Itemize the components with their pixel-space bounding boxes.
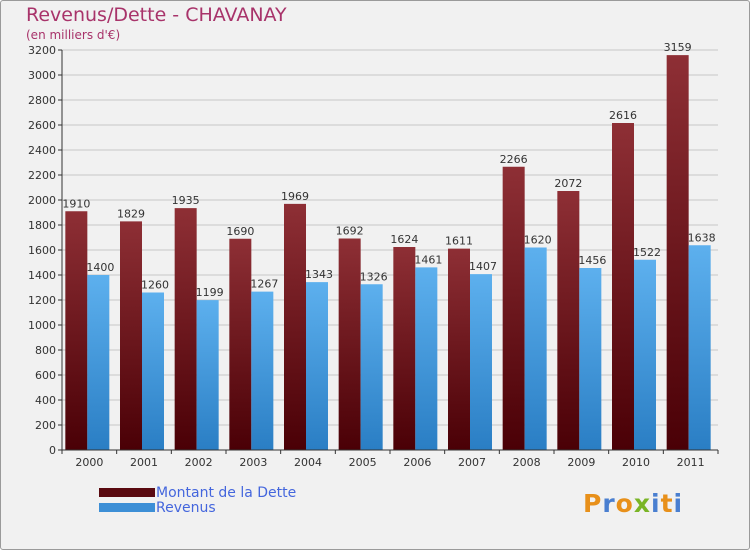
y-tick-label: 1200: [28, 294, 56, 307]
y-tick-label: 600: [35, 369, 56, 382]
data-label-revenue: 1326: [360, 270, 388, 283]
bar-revenue: [142, 292, 164, 450]
y-axis-ticks: 0 200 400 600 800 1000 1200 1400 1600 1800 2000 220…: [28, 44, 62, 457]
bar-debt: [557, 191, 580, 450]
data-label-debt: 1692: [336, 225, 364, 238]
y-tick-label: 2200: [28, 169, 56, 182]
y-tick-label: 1800: [28, 219, 56, 232]
data-label-revenue: 1199: [196, 286, 224, 299]
bar-debt: [612, 123, 634, 450]
data-label-debt: 2072: [554, 177, 582, 190]
data-label-debt: 1611: [445, 235, 473, 248]
bars: [65, 55, 711, 450]
legend-label-debt: Montant de la Dette: [156, 485, 297, 501]
bar-debt: [448, 248, 470, 450]
data-label-revenue: 1267: [250, 278, 278, 291]
y-tick-label: 3000: [28, 69, 56, 82]
bar-revenue: [306, 282, 328, 450]
bar-debt: [666, 55, 689, 450]
data-label-debt: 2266: [500, 153, 528, 166]
bar-revenue: [415, 267, 438, 450]
bar-debt: [174, 208, 197, 450]
data-label-debt: 1969: [281, 190, 309, 203]
bar-revenue: [634, 259, 656, 450]
data-label-revenue: 1343: [305, 268, 333, 281]
logo-letter: o: [615, 489, 634, 518]
x-axis-ticks: 2000 2001 2002 2003 2004 2005 2006 2007 2008 2009…: [61, 450, 719, 469]
bar-revenue: [196, 300, 219, 450]
data-label-revenue: 1260: [141, 279, 169, 292]
x-tick-label: 2005: [349, 456, 377, 469]
y-tick-label: 800: [35, 344, 56, 357]
y-tick-label: 1000: [28, 319, 56, 332]
bar-debt: [338, 238, 361, 450]
bar-debt: [120, 221, 142, 450]
y-tick-label: 400: [35, 394, 56, 407]
y-tick-label: 2600: [28, 119, 56, 132]
legend-label-revenue: Revenus: [156, 500, 216, 516]
x-tick-label: 2009: [567, 456, 595, 469]
logo-letter: t: [660, 489, 674, 518]
data-label-revenue: 1456: [578, 254, 606, 267]
x-tick-label: 2002: [185, 456, 213, 469]
bar-revenue: [470, 274, 492, 450]
grid-lines: [62, 49, 718, 426]
x-tick-label: 2007: [458, 456, 486, 469]
data-label-debt: 1910: [62, 197, 90, 210]
x-tick-label: 2004: [294, 456, 322, 469]
legend-swatch-debt: [99, 488, 155, 497]
bar-revenue: [251, 291, 274, 450]
x-tick-label: 2006: [403, 456, 431, 469]
data-label-revenue: 1407: [469, 260, 497, 273]
y-tick-label: 2800: [28, 94, 56, 107]
x-tick-label: 2000: [75, 456, 103, 469]
data-label-revenue: 1461: [414, 253, 442, 266]
bar-revenue: [524, 247, 547, 450]
y-tick-label: 200: [35, 419, 56, 432]
x-tick-label: 2010: [622, 456, 650, 469]
data-labels: 1910 1400 1829 1260 1935 1199 1690 1267 1969 1343…: [62, 41, 715, 299]
bar-revenue: [688, 245, 711, 450]
data-label-debt: 1624: [390, 233, 418, 246]
bar-debt: [229, 238, 252, 450]
data-label-debt: 1935: [172, 194, 200, 207]
proxiti-logo: Proxiti: [583, 489, 683, 518]
bar-revenue: [87, 275, 110, 450]
data-label-revenue: 1522: [633, 246, 661, 259]
y-tick-label: 2000: [28, 194, 56, 207]
bar-revenue: [360, 284, 383, 450]
bar-debt: [65, 211, 88, 450]
data-label-debt: 2616: [609, 109, 637, 122]
logo-letter: x: [633, 489, 651, 518]
x-tick-label: 2001: [130, 456, 158, 469]
legend-swatch-revenue: [99, 503, 155, 512]
y-tick-label: 1400: [28, 269, 56, 282]
bar-debt: [284, 203, 306, 450]
bar-debt: [393, 247, 416, 450]
y-tick-label: 2400: [28, 144, 56, 157]
chart-subtitle: (en milliers d'€): [26, 28, 121, 42]
logo-letter: i: [673, 489, 684, 518]
logo-letter: i: [651, 489, 661, 518]
x-tick-label: 2008: [513, 456, 541, 469]
data-label-debt: 1690: [226, 225, 254, 238]
y-tick-label: 3200: [28, 44, 56, 57]
data-label-revenue: 1400: [86, 261, 114, 274]
data-label-debt: 1829: [117, 207, 145, 220]
chart-title: Revenus/Dette - CHAVANAY: [26, 4, 287, 26]
y-tick-label: 1600: [28, 244, 56, 257]
data-label-debt: 3159: [664, 41, 692, 54]
logo-letter: r: [602, 489, 616, 518]
data-label-revenue: 1638: [688, 231, 716, 244]
bar-revenue: [579, 268, 602, 450]
x-tick-label: 2003: [239, 456, 267, 469]
bar-debt: [502, 166, 525, 450]
data-label-revenue: 1620: [524, 234, 552, 247]
x-tick-label: 2011: [677, 456, 705, 469]
logo-letter: P: [583, 489, 603, 518]
y-tick-label: 0: [49, 444, 56, 457]
